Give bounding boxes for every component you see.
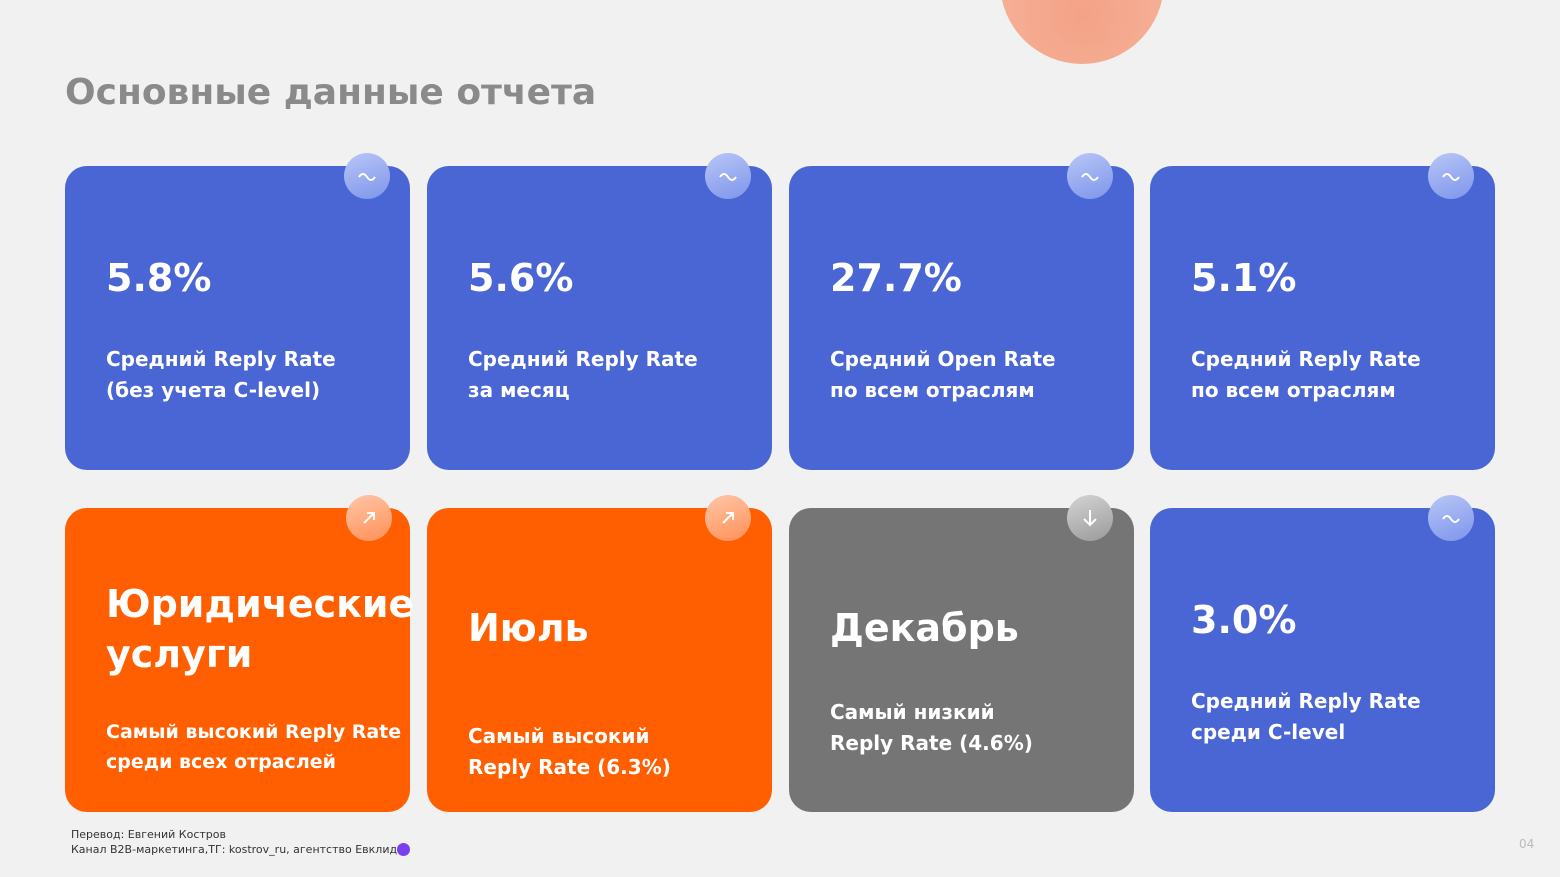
card-headline: Декабрь [830, 606, 1019, 650]
card-caption: по всем отраслям [1191, 378, 1396, 402]
card-caption: Reply Rate (6.3%) [468, 755, 671, 779]
card-value: 27.7% [830, 256, 962, 300]
logo [397, 843, 410, 856]
card-caption: (без учета C-level) [106, 378, 321, 402]
card: Июль Самый высокий Reply Rate (6.3%) [427, 508, 772, 812]
badge-icon [1428, 495, 1474, 541]
card-caption: Средний Reply Rate [106, 347, 336, 371]
card: 3.0% Средний Reply Rate среди C-level [1150, 508, 1495, 812]
card: 5.6% Средний Reply Rate за месяц [427, 166, 772, 470]
card: Юридические услуги Самый высокий Reply R… [65, 508, 414, 812]
badge-icon [346, 495, 392, 541]
card-value: 5.6% [468, 256, 574, 300]
title: Основные данные отчета [65, 72, 597, 113]
card-caption: Reply Rate (4.6%) [830, 731, 1033, 755]
card-caption: Средний Reply Rate [468, 347, 698, 371]
card-value: 3.0% [1191, 598, 1297, 642]
card: Декабрь Самый низкий Reply Rate (4.6%) [789, 508, 1134, 812]
card: 5.1% Средний Reply Rate по всем отраслям [1150, 166, 1495, 470]
card-headline: Юридические [106, 582, 415, 626]
card-caption: Средний Reply Rate [1191, 689, 1421, 713]
badge-icon [705, 153, 751, 199]
card-caption: за месяц [468, 378, 570, 402]
card-caption: Средний Open Rate [830, 347, 1056, 371]
badge-icon [705, 495, 751, 541]
card: 5.8% Средний Reply Rate (без учета C-lev… [65, 166, 410, 470]
card-caption: Средний Reply Rate [1191, 347, 1421, 371]
card-headline: услуги [106, 632, 253, 676]
decor-circle [1000, 0, 1164, 64]
page-number: 04 [1519, 837, 1535, 851]
card-value: 5.8% [106, 256, 212, 300]
card-value: 5.1% [1191, 256, 1297, 300]
badge-icon [344, 153, 390, 199]
badge-icon [1067, 495, 1113, 541]
footer-text: Перевод: Евгений Костров [71, 828, 226, 841]
card-caption: среди C-level [1191, 720, 1346, 744]
card-caption: Самый высокий Reply Rate [106, 721, 402, 743]
card-caption: Самый высокий [468, 724, 650, 748]
card-headline: Июль [468, 606, 589, 650]
card-caption: по всем отраслям [830, 378, 1035, 402]
card: 27.7% Средний Open Rate по всем отраслям [789, 166, 1134, 470]
badge-icon [1428, 153, 1474, 199]
card-caption: среди всех отраслей [106, 751, 336, 773]
footer-text: Канал B2B-маркетинга,ТГ: kostrov_ru, аге… [71, 843, 398, 856]
card-caption: Самый низкий [830, 700, 995, 724]
badge-icon [1067, 153, 1113, 199]
